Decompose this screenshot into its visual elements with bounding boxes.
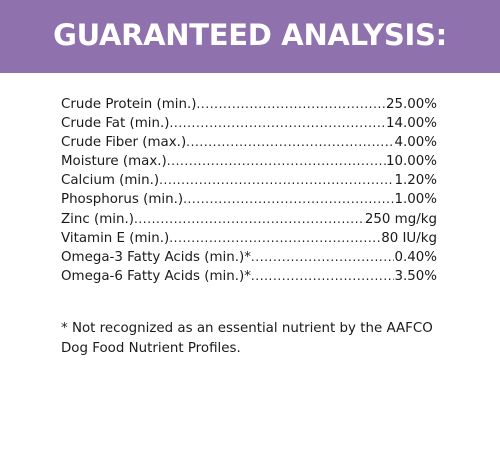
dot-leader: ........................................… [169, 230, 382, 245]
dot-leader: ........................................… [183, 192, 395, 207]
nutrient-label: Crude Fiber (max.) [61, 135, 187, 151]
dot-leader: ........................................… [166, 154, 386, 169]
footnote: * Not recognized as an essential nutrien… [61, 321, 433, 356]
nutrient-label: Crude Fat (min.) [61, 116, 170, 132]
nutrient-row-crude-fiber: Crude Fiber (max.) .....................… [61, 133, 437, 152]
nutrient-value: 3.50% [394, 268, 437, 284]
nutrient-label: Omega-3 Fatty Acids (min.)* [61, 249, 251, 265]
nutrient-value: 10.00% [385, 154, 437, 170]
nutrient-list: Crude Protein (min.) ...................… [61, 95, 437, 286]
nutrient-value: 80 IU/kg [381, 230, 437, 246]
nutrient-label: Moisture (max.) [61, 154, 167, 170]
nutrient-label: Zinc (min.) [61, 211, 134, 227]
nutrient-label: Crude Protein (min.) [61, 97, 197, 112]
nutrient-row-calcium: Calcium (min.) .........................… [61, 171, 437, 190]
nutrient-label: Omega-6 Fatty Acids (min.)* [61, 268, 251, 284]
dot-leader: ........................................… [169, 116, 386, 131]
dot-leader: ........................................… [186, 135, 395, 150]
nutrient-value: 1.20% [394, 173, 437, 189]
nutrient-row-crude-fat: Crude Fat (min.) .......................… [61, 114, 437, 133]
nutrient-row-crude-protein: Crude Protein (min.) ...................… [61, 95, 437, 114]
nutrient-value: 250 mg/kg [364, 211, 437, 227]
nutrient-label: Vitamin E (min.) [61, 230, 170, 246]
nutrient-label: Phosphorus (min.) [61, 192, 184, 208]
header-title: GUARANTEED ANALYSIS: [53, 18, 447, 52]
nutrient-row-zinc: Zinc (min.) ............................… [61, 210, 437, 229]
nutrient-value: 0.40% [394, 249, 437, 265]
header-banner: GUARANTEED ANALYSIS: [0, 0, 500, 73]
nutrient-label: Calcium (min.) [61, 173, 160, 189]
dot-leader: ........................................… [159, 173, 394, 188]
nutrient-row-vitamin-e: Vitamin E (min.) .......................… [61, 229, 437, 248]
nutrient-value: 14.00% [385, 116, 437, 132]
nutrient-row-omega-6: Omega-6 Fatty Acids (min.)* ............… [61, 267, 437, 286]
nutrient-value: 4.00% [394, 135, 437, 151]
nutrient-value: 25.00% [385, 97, 437, 112]
dot-leader: ........................................… [250, 268, 395, 283]
nutrient-row-moisture: Moisture (max.) ........................… [61, 152, 437, 171]
dot-leader: ........................................… [133, 211, 365, 226]
nutrient-row-phosphorus: Phosphorus (min.) ......................… [61, 190, 437, 209]
dot-leader: ........................................… [250, 249, 395, 264]
dot-leader: ........................................… [196, 97, 386, 111]
nutrient-value: 1.00% [394, 192, 437, 208]
nutrient-row-omega-3: Omega-3 Fatty Acids (min.)* ............… [61, 248, 437, 267]
